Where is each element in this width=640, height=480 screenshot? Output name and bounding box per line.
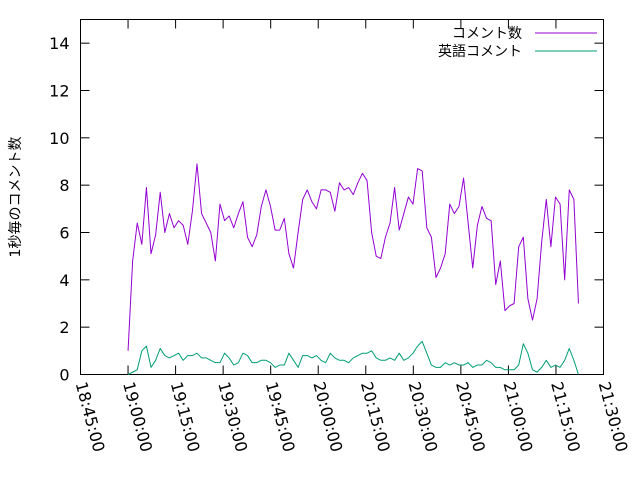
series-line-comments	[127, 163, 579, 351]
y-axis-title: 1秒毎のコメント数	[8, 137, 24, 258]
y-tick-label: 12	[49, 82, 69, 101]
y-tick-label: 0	[59, 366, 69, 385]
legend-label-comments: コメント数	[452, 26, 522, 42]
x-tick-label: 18:45:00	[72, 380, 109, 454]
x-tick-label: 20:45:00	[452, 380, 489, 454]
x-tick-label: 20:15:00	[357, 380, 394, 454]
series-line-english	[127, 340, 579, 375]
x-tick-label: 21:00:00	[500, 380, 537, 454]
x-tick-label: 21:30:00	[595, 380, 632, 454]
legend: コメント数 英語コメント	[438, 26, 597, 60]
y-tick-label: 4	[59, 271, 69, 290]
x-tick-label: 19:45:00	[262, 380, 299, 454]
series-layer	[127, 163, 579, 375]
legend-label-english: 英語コメント	[438, 43, 522, 60]
x-tick-label: 19:30:00	[214, 380, 251, 454]
x-tick-label: 20:00:00	[309, 380, 346, 454]
x-tick-label: 21:15:00	[547, 380, 584, 454]
x-tick-label: 19:15:00	[167, 380, 204, 454]
y-tick-label: 2	[59, 318, 69, 337]
x-tick-label: 19:00:00	[119, 380, 156, 454]
y-tick-label: 6	[59, 224, 69, 243]
x-tick-label: 20:30:00	[404, 380, 441, 454]
y-tick-label: 10	[49, 129, 69, 148]
y-tick-label: 14	[49, 34, 69, 53]
plot-frame	[80, 19, 604, 375]
axis-ticks: 0 2 4 6 8 10 12 14 18:45:00 19:00:00 19:15:00 19:30…	[49, 19, 632, 454]
y-tick-label: 8	[59, 176, 69, 195]
